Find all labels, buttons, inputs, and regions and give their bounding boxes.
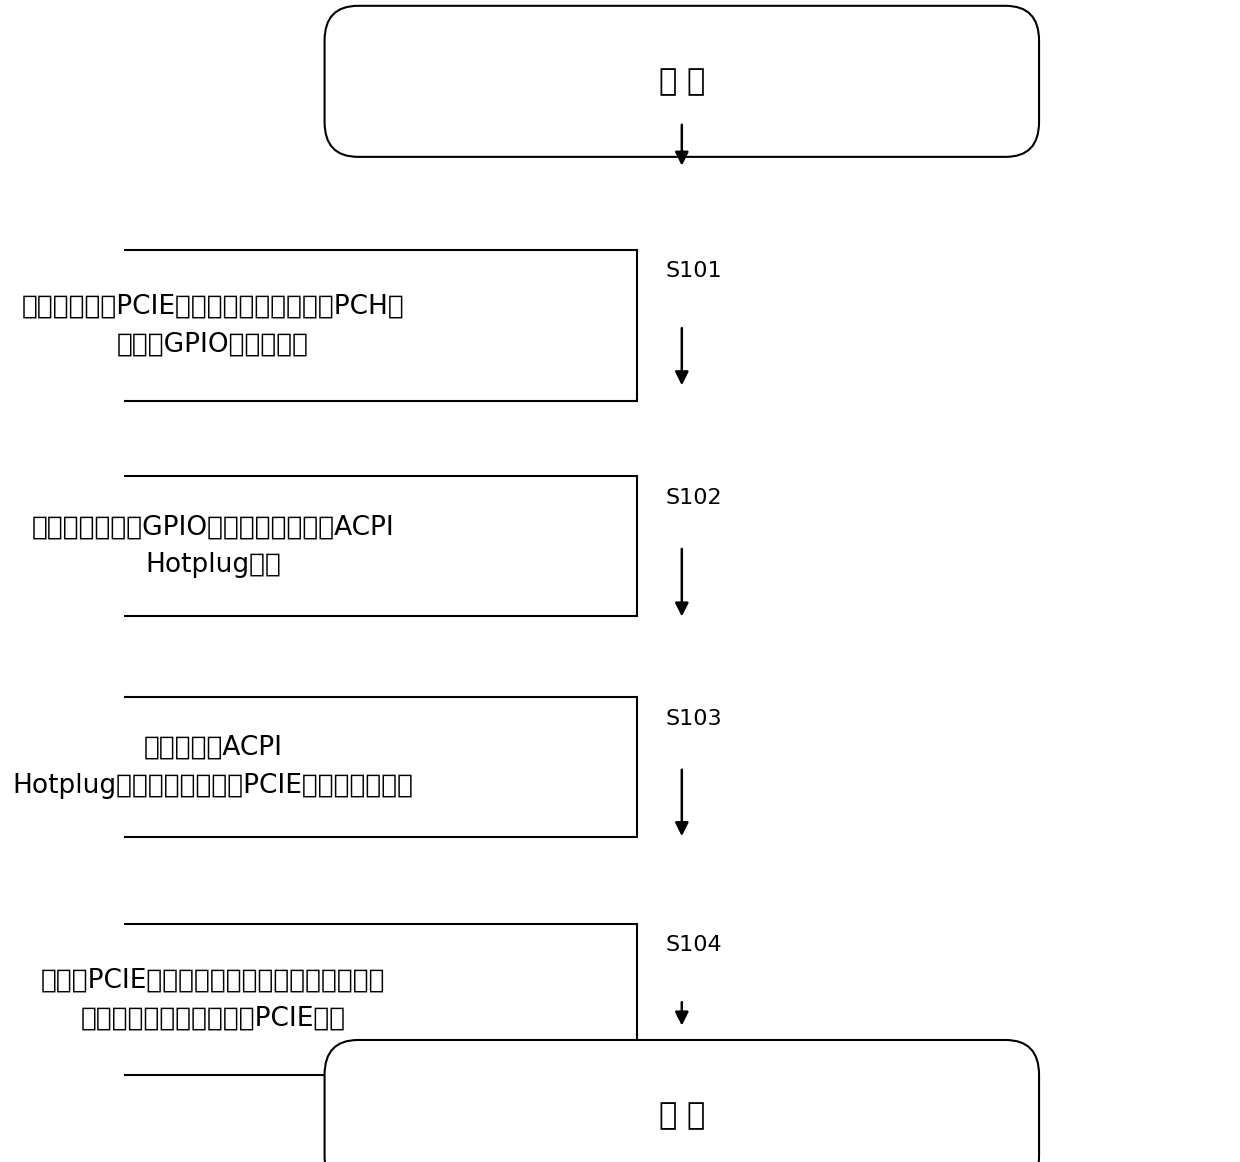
Text: 开 始: 开 始: [658, 67, 704, 95]
Text: S102: S102: [665, 488, 722, 508]
Text: 在接收到所述PCIE设备的下电指令后，将PCH中
的第一GPIO置为低电平: 在接收到所述PCIE设备的下电指令后，将PCH中 的第一GPIO置为低电平: [21, 293, 404, 358]
Text: S101: S101: [665, 261, 722, 281]
FancyBboxPatch shape: [0, 250, 637, 401]
FancyBboxPatch shape: [0, 924, 637, 1075]
Text: S104: S104: [665, 935, 722, 955]
FancyBboxPatch shape: [0, 476, 637, 616]
Text: 结 束: 结 束: [658, 1102, 704, 1129]
Text: 检测到所述第一GPIO为低电平后，触发ACPI
Hotplug中断: 检测到所述第一GPIO为低电平后，触发ACPI Hotplug中断: [31, 514, 394, 579]
FancyBboxPatch shape: [325, 1040, 1039, 1162]
FancyBboxPatch shape: [0, 697, 637, 837]
FancyBboxPatch shape: [325, 6, 1039, 157]
Text: 当所述PCIE设备的占用资源释放完毕时，生成
移除指令，以便移除所述PCIE设备: 当所述PCIE设备的占用资源释放完毕时，生成 移除指令，以便移除所述PCIE设备: [41, 967, 386, 1032]
Text: 在发生所述ACPI
Hotplug中断时，释放所述PCIE设备的占用资源: 在发生所述ACPI Hotplug中断时，释放所述PCIE设备的占用资源: [12, 734, 413, 799]
Text: S103: S103: [665, 709, 722, 729]
